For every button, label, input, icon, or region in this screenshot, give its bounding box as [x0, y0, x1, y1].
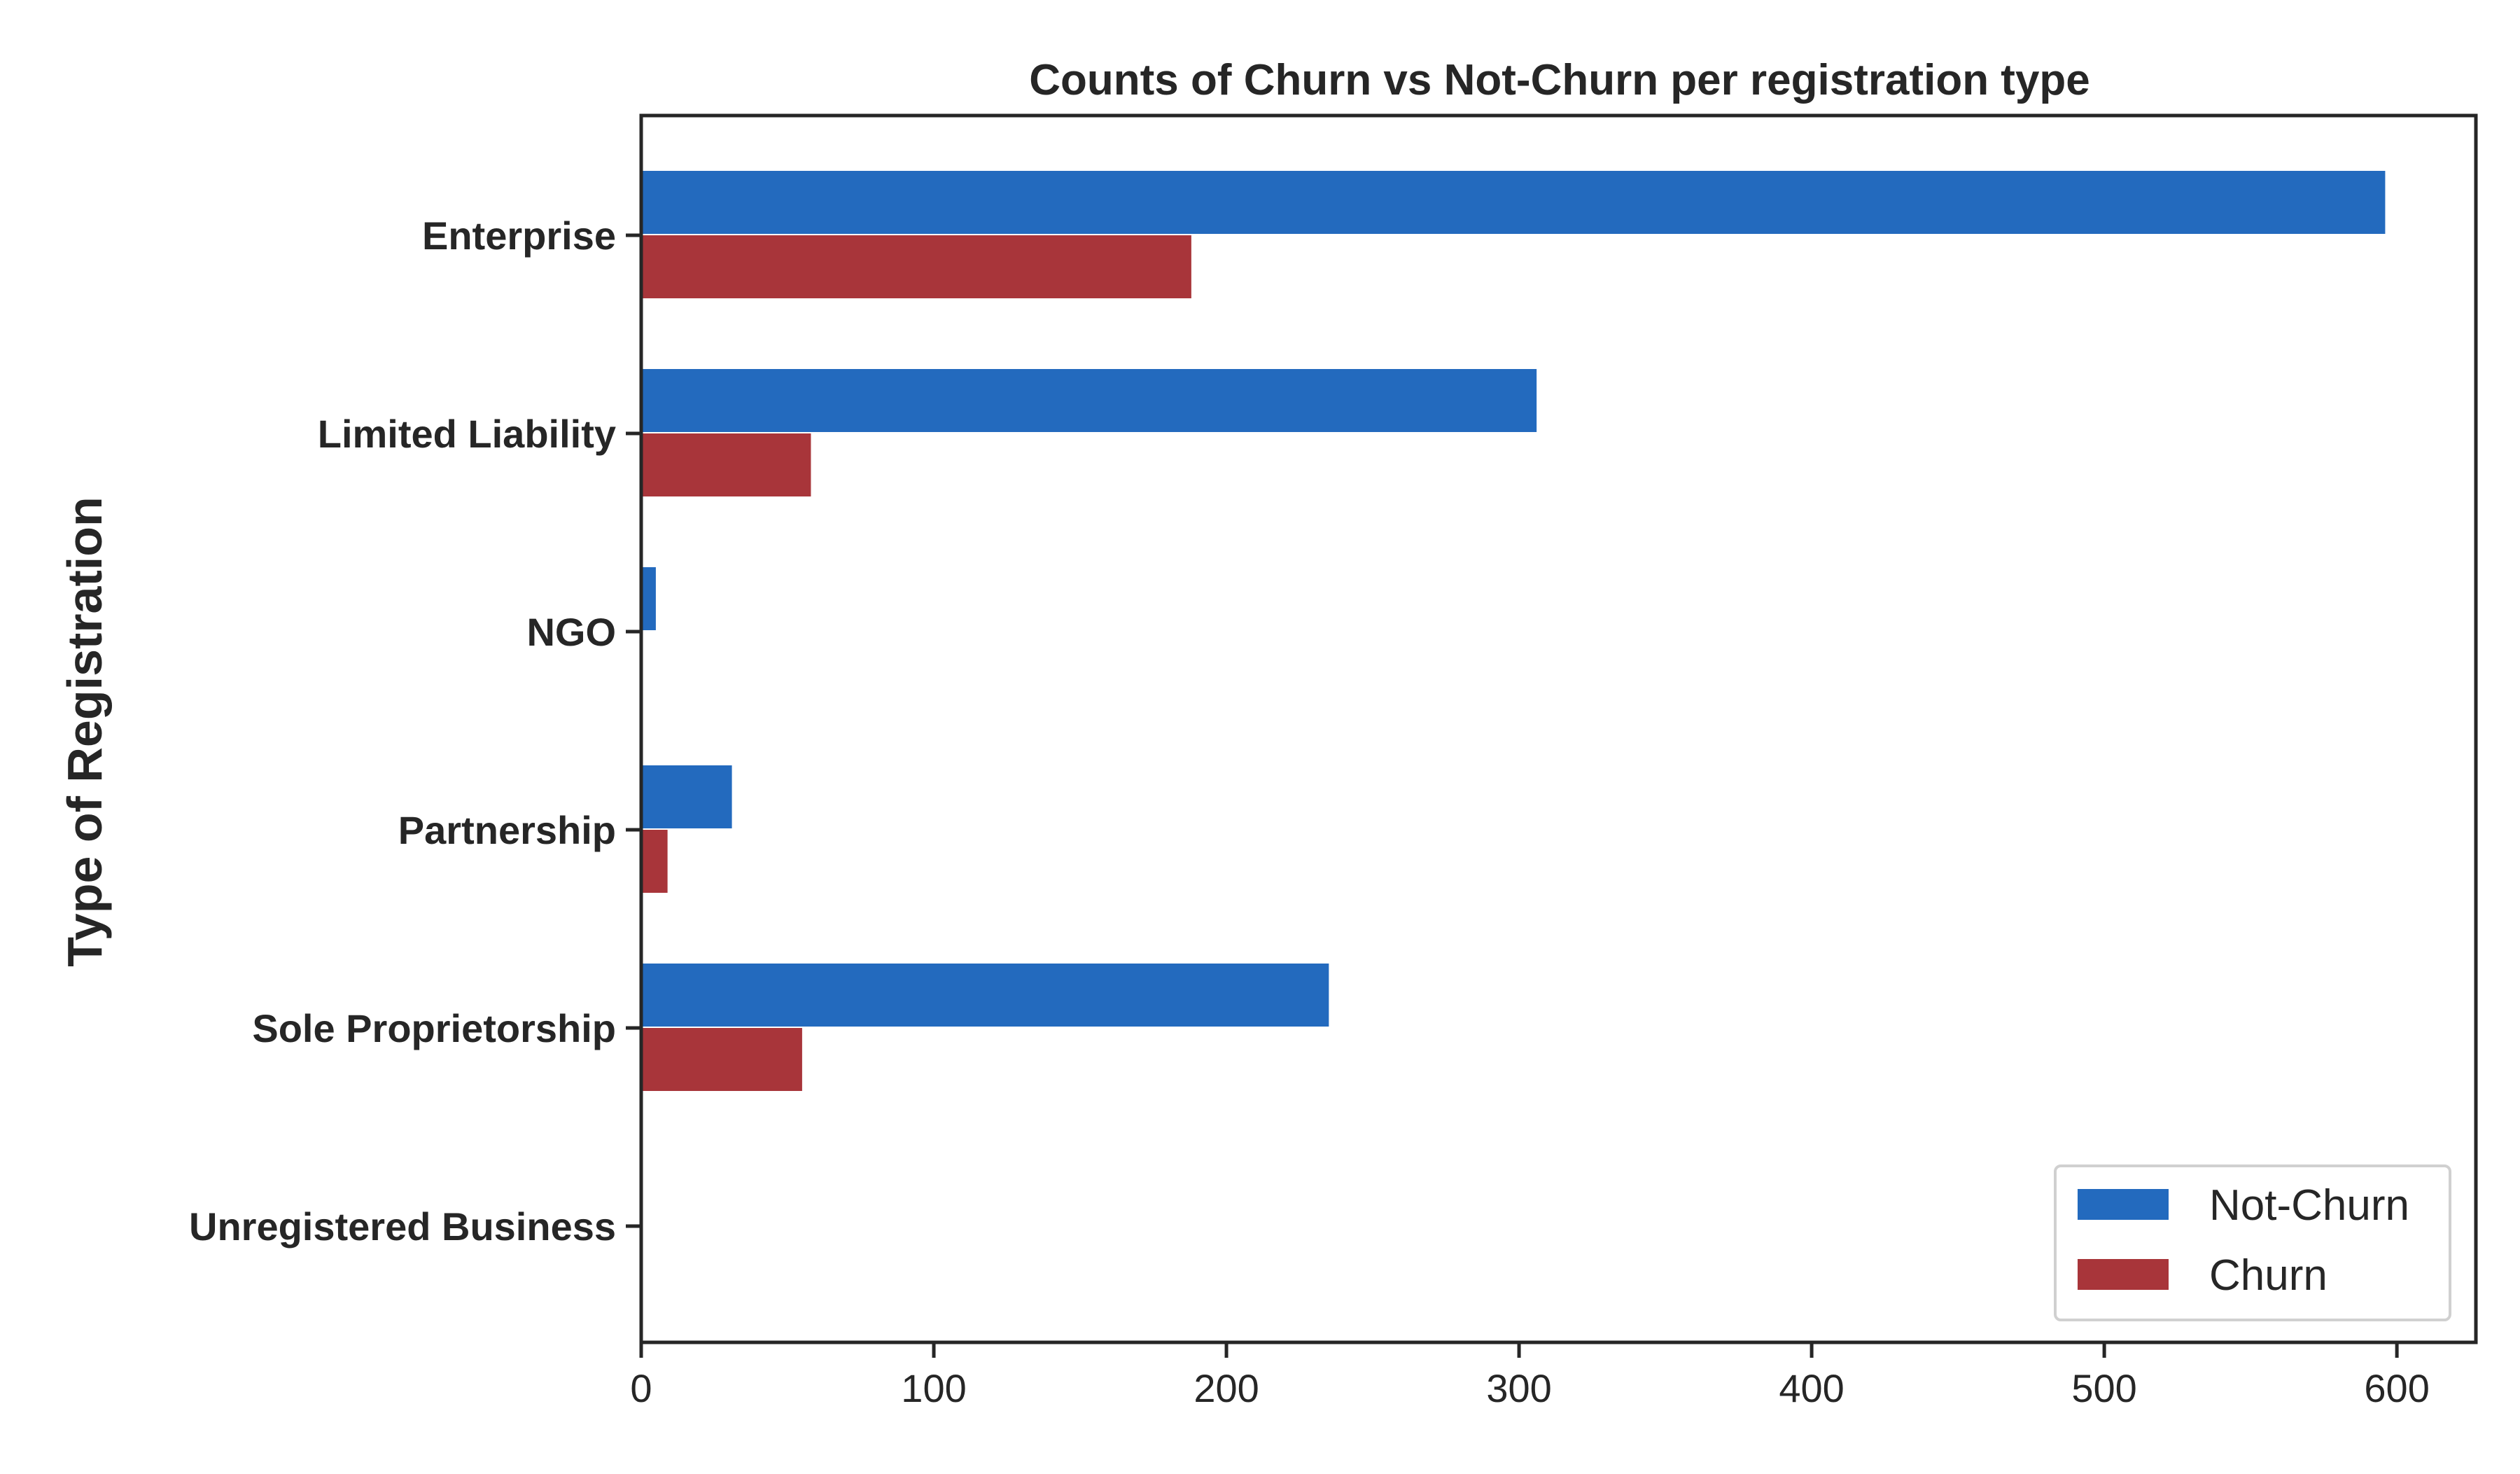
plot-frame	[639, 113, 2478, 1344]
category-labels: Enterprise Limited Liability NGO Partnershi…	[189, 214, 641, 1249]
x-tick-label: 100	[901, 1366, 966, 1410]
bar-churn-limited-liability	[641, 433, 811, 496]
y-tick-label: NGO	[526, 610, 616, 654]
chart-title: Counts of Churn vs Not-Churn per registr…	[1029, 56, 2090, 104]
y-axis-label: Type of Registration	[57, 496, 112, 967]
x-tick-label: 500	[2071, 1366, 2136, 1410]
legend-swatch-not-churn	[2078, 1189, 2169, 1220]
bar-not-churn-ngo	[641, 567, 656, 630]
bars-group	[641, 171, 2386, 1091]
bar-churn-partnership	[641, 830, 668, 893]
legend-label: Churn	[2209, 1251, 2328, 1300]
y-tick-label: Sole Proprietorship	[252, 1006, 616, 1050]
y-tick-label: Unregistered Business	[189, 1204, 616, 1249]
x-tick-label: 300	[1486, 1366, 1551, 1410]
bar-not-churn-partnership	[641, 765, 732, 828]
legend-swatch-churn	[2078, 1259, 2169, 1290]
legend-label: Not-Churn	[2209, 1181, 2409, 1230]
bar-churn-sole-proprietorship	[641, 1028, 802, 1091]
bar-not-churn-enterprise	[641, 171, 2386, 234]
bar-not-churn-limited-liability	[641, 369, 1537, 432]
x-tick-label: 400	[1779, 1366, 1844, 1410]
bar-churn-enterprise	[641, 235, 1191, 298]
y-tick-label: Limited Liability	[318, 412, 616, 456]
x-tick-label: 200	[1194, 1366, 1259, 1410]
legend: Not-Churn Churn	[2054, 1164, 2451, 1321]
y-tick-label: Partnership	[398, 808, 616, 852]
x-tick-label: 0	[630, 1366, 652, 1410]
y-tick-label: Enterprise	[422, 214, 616, 258]
bar-not-churn-sole-proprietorship	[641, 964, 1329, 1027]
x-tick-label: 600	[2364, 1366, 2429, 1410]
x-axis-ticks: 0 100 200 300 400 500 600	[630, 1342, 2430, 1410]
